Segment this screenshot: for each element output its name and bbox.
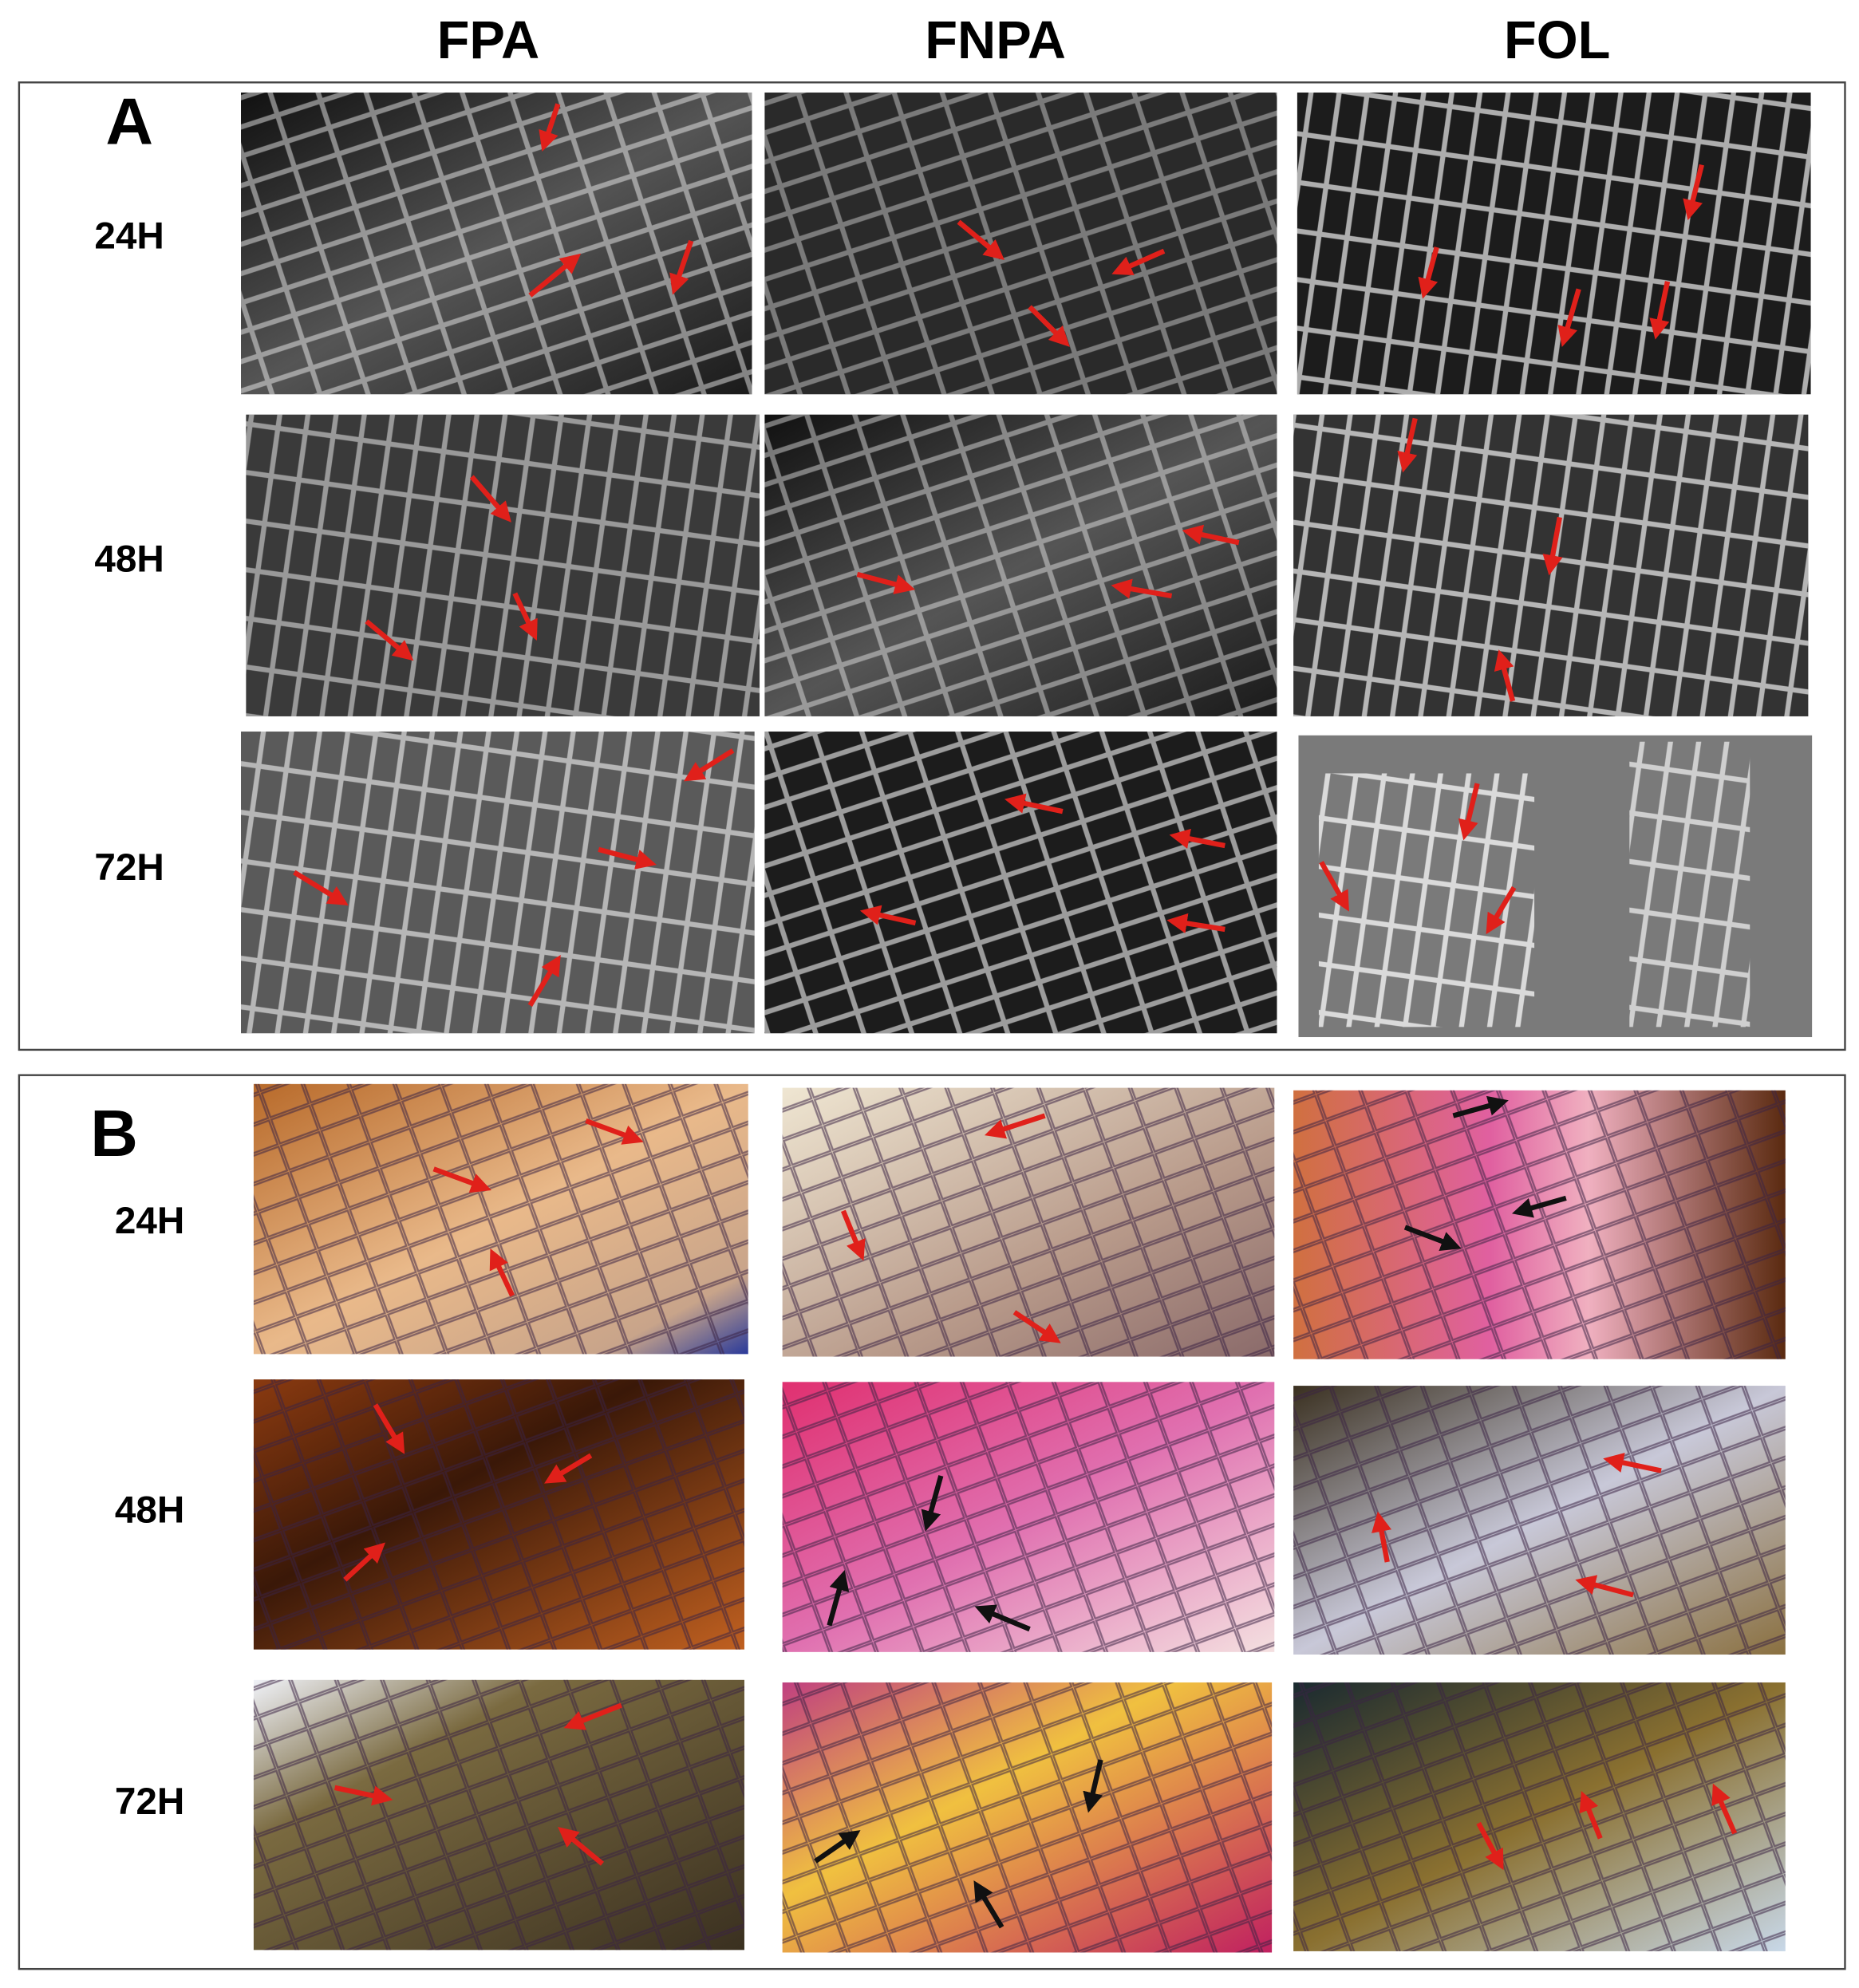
micrograph (253, 1679, 744, 1951)
panel-frame (18, 1074, 1846, 1970)
row-label: 48H (115, 1489, 184, 1532)
micrograph (253, 1379, 744, 1650)
panel-label: A (105, 85, 153, 159)
micrograph (764, 414, 1277, 716)
micrograph (782, 1682, 1273, 1953)
row-label: 24H (115, 1200, 184, 1242)
micrograph (253, 1083, 748, 1355)
micrograph (1293, 414, 1809, 716)
micrograph (1297, 93, 1811, 395)
micrograph (782, 1382, 1275, 1652)
micrograph (1293, 1682, 1786, 1951)
row-label: 72H (94, 846, 164, 889)
micrograph (764, 93, 1277, 395)
micrograph (241, 732, 755, 1034)
row-label: 72H (115, 1781, 184, 1823)
column-header: FOL (1504, 11, 1610, 70)
micrograph (782, 1087, 1275, 1357)
row-label: 24H (94, 215, 164, 257)
panel-label: B (90, 1096, 138, 1170)
row-label: 48H (94, 538, 164, 581)
micrograph (1293, 1386, 1786, 1655)
micrograph (246, 414, 760, 716)
micrograph (241, 93, 752, 395)
column-header: FNPA (925, 11, 1066, 70)
micrograph (1293, 1090, 1786, 1359)
column-header: FPA (437, 11, 540, 70)
panel-frame (18, 81, 1846, 1051)
micrograph (764, 732, 1277, 1034)
micrograph (1298, 735, 1813, 1038)
